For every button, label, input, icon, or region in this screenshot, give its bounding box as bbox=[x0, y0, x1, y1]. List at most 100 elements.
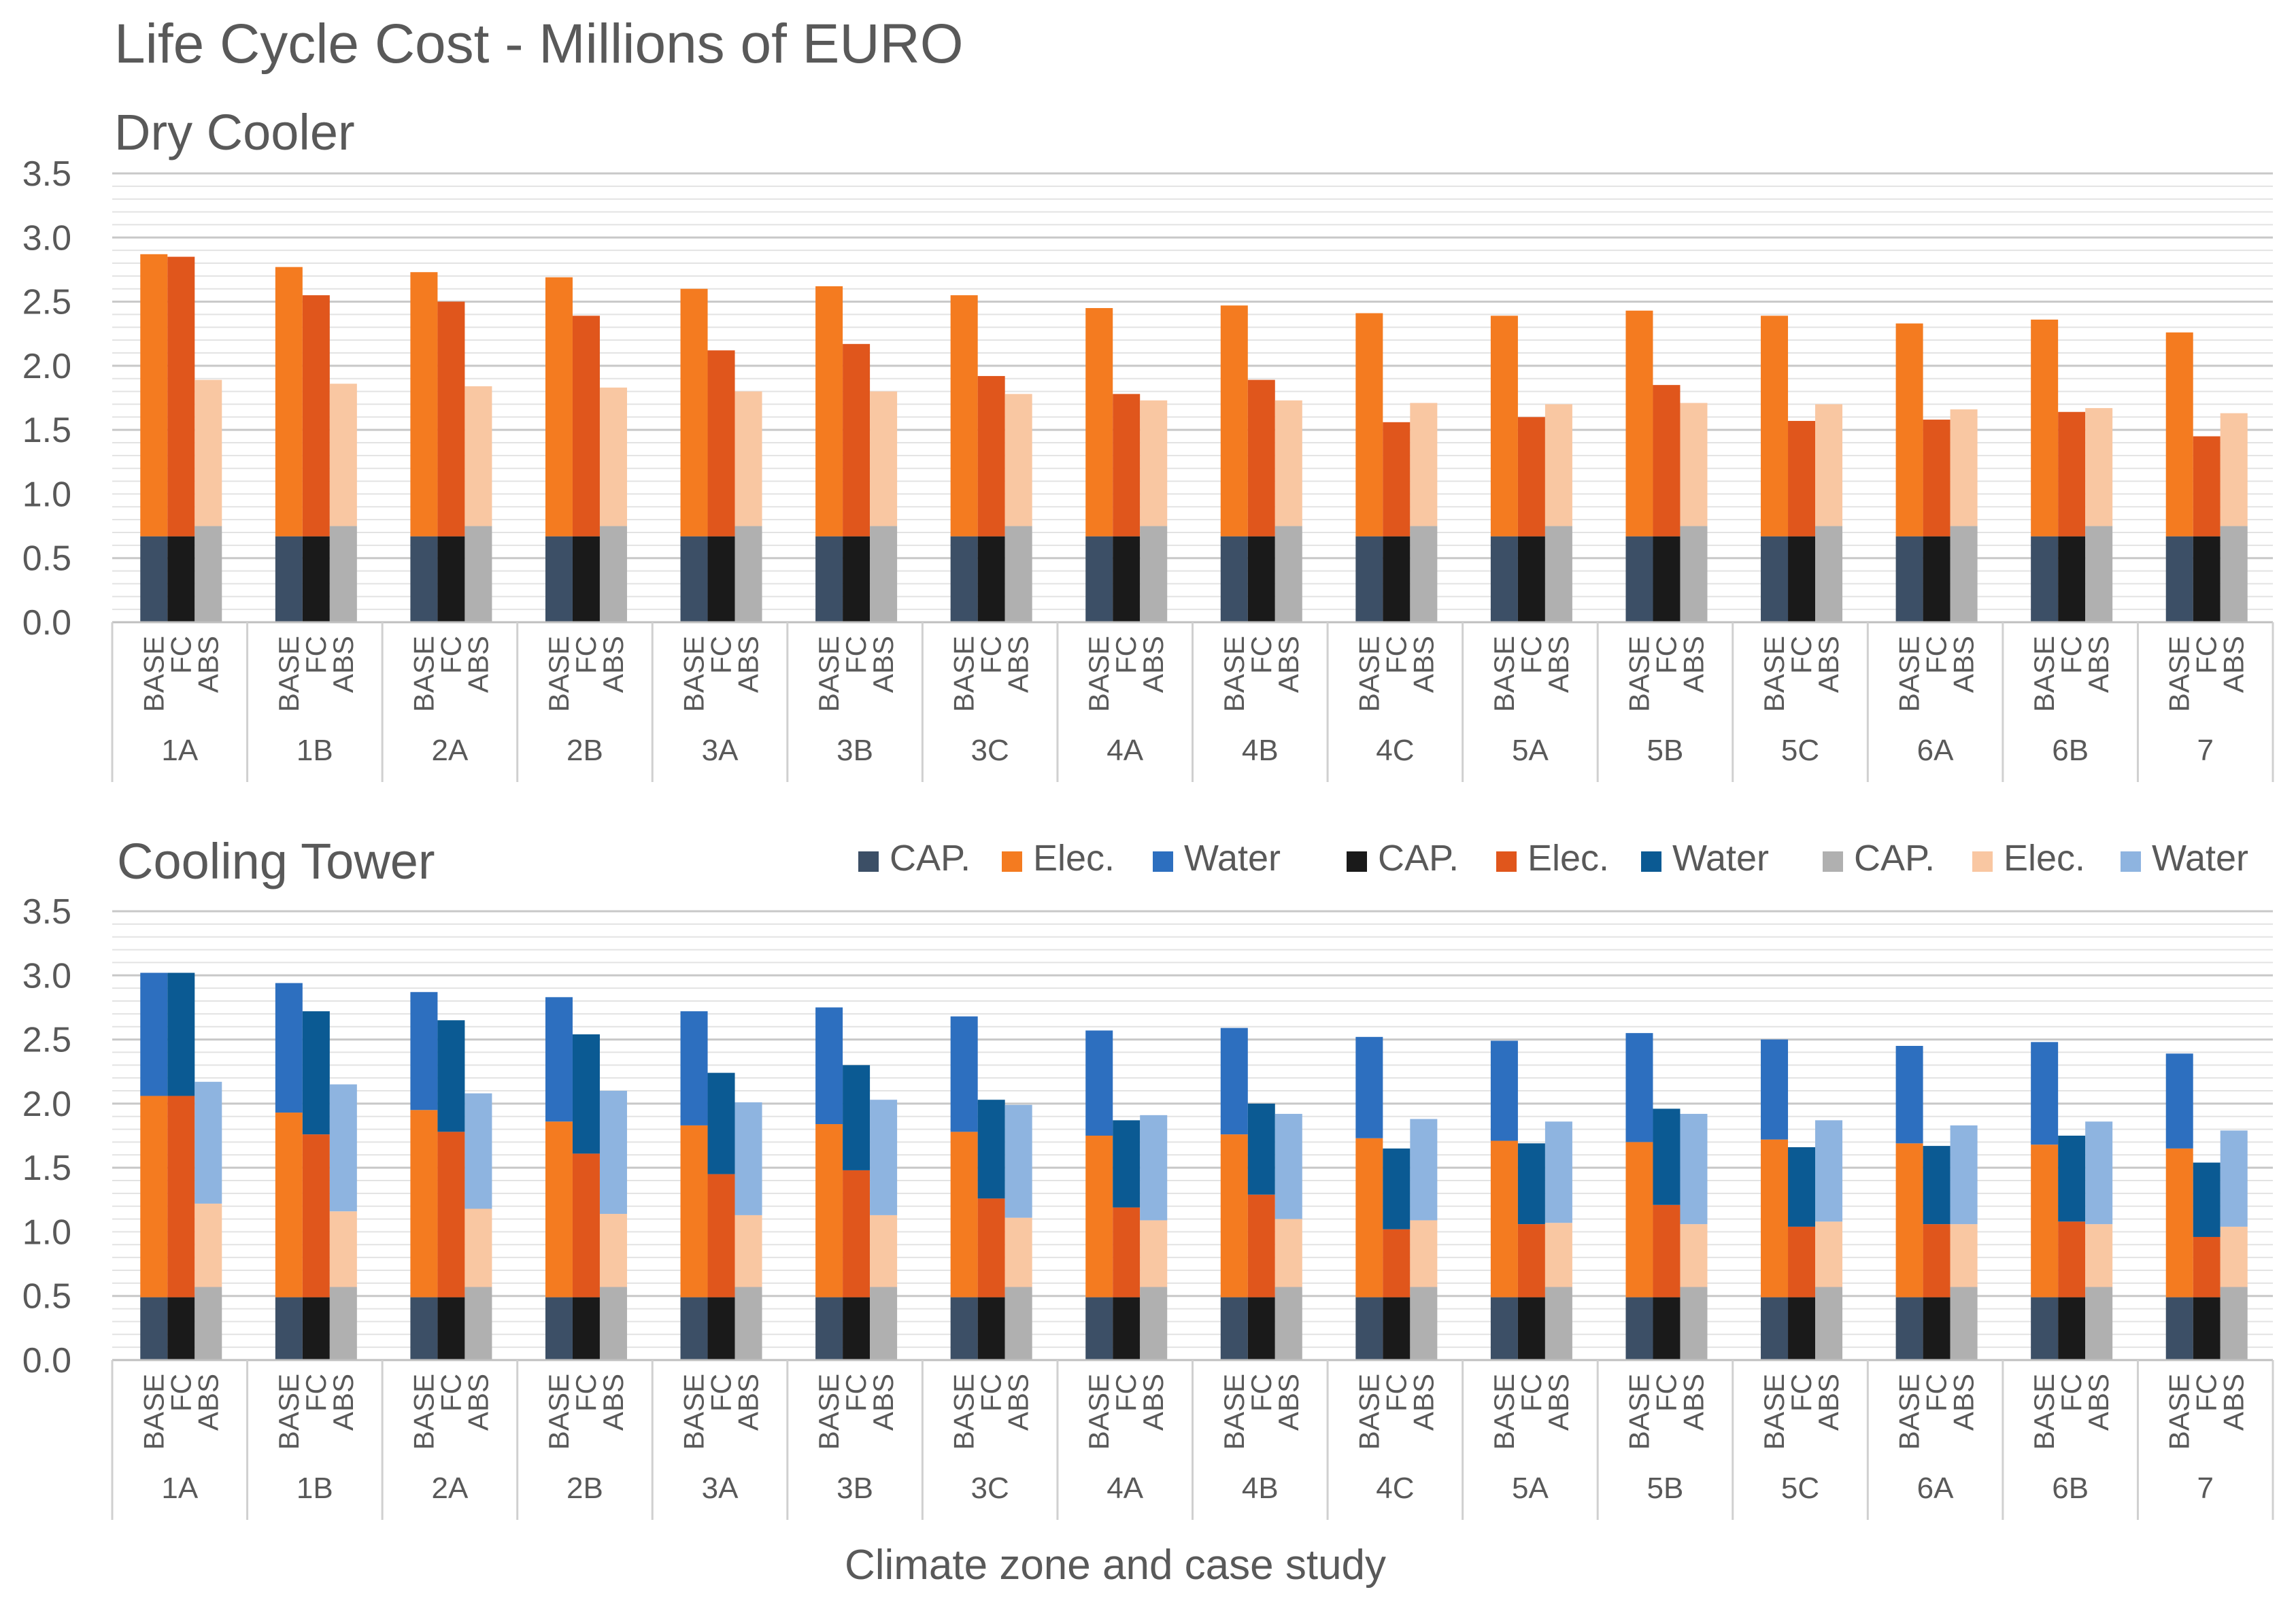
bar-fc-water-7 bbox=[2193, 1162, 2221, 1237]
case-label-fc: FC bbox=[975, 1374, 1007, 1412]
y-tick-label: 2.5 bbox=[22, 283, 71, 322]
bar-base-water-2b bbox=[545, 997, 573, 1122]
zone-label-2a: 2A bbox=[431, 734, 468, 767]
case-label-fc: FC bbox=[1921, 636, 1953, 674]
bar-abs-elec-7 bbox=[2220, 1226, 2248, 1287]
zone-label-6a: 6A bbox=[1917, 1472, 1954, 1505]
case-label-fc: FC bbox=[165, 636, 197, 674]
bar-base-cap-1a bbox=[140, 536, 168, 622]
case-label-base: BASE bbox=[2028, 636, 2060, 712]
case-label-abs: ABS bbox=[1002, 636, 1034, 693]
case-label-fc: FC bbox=[705, 1374, 737, 1412]
case-label-base: BASE bbox=[2163, 1374, 2195, 1450]
bar-base-cap-3b bbox=[815, 536, 843, 622]
bar-fc-elec-1a bbox=[167, 256, 195, 537]
bar-base-cap-4b bbox=[1220, 1297, 1248, 1360]
bar-abs-elec-2b bbox=[599, 1214, 627, 1287]
bar-base-water-5c bbox=[1761, 1039, 1789, 1140]
bar-abs-water-3b bbox=[870, 1100, 898, 1215]
bar-fc-cap-4b bbox=[1247, 1297, 1275, 1360]
bar-base-cap-7 bbox=[2165, 1297, 2193, 1360]
case-label-abs: ABS bbox=[597, 1374, 629, 1431]
bar-base-cap-4c bbox=[1355, 1297, 1383, 1360]
bar-fc-cap-5c bbox=[1788, 1297, 1816, 1360]
bar-abs-water-5a bbox=[1544, 1121, 1572, 1223]
bar-fc-cap-4a bbox=[1113, 536, 1141, 622]
bar-abs-elec-4b bbox=[1274, 400, 1302, 526]
bar-base-elec-4b bbox=[1220, 1134, 1248, 1298]
case-label-base: BASE bbox=[813, 636, 845, 712]
panels-group: 0.00.51.01.52.02.53.03.5BASEFCABS1ABASEF… bbox=[22, 154, 2274, 1520]
bar-abs-elec-2b bbox=[599, 387, 627, 526]
zone-label-6b: 6B bbox=[2052, 734, 2089, 767]
zone-label-5c: 5C bbox=[1781, 734, 1819, 767]
bar-abs-elec-4a bbox=[1140, 1220, 1168, 1287]
case-label-abs: ABS bbox=[1812, 636, 1844, 693]
case-label-base: BASE bbox=[543, 1374, 575, 1450]
legend-label: CAP. bbox=[1854, 838, 1935, 879]
case-label-abs: ABS bbox=[1137, 1374, 1169, 1431]
bar-base-cap-1b bbox=[275, 1297, 303, 1360]
bar-fc-cap-4c bbox=[1383, 1297, 1411, 1360]
legend-label: CAP. bbox=[890, 838, 970, 879]
bar-abs-water-3a bbox=[735, 1102, 762, 1215]
bar-abs-elec-1b bbox=[329, 384, 357, 526]
bar-fc-cap-7 bbox=[2193, 1297, 2221, 1360]
bar-abs-elec-6a bbox=[1950, 409, 1978, 526]
bar-base-elec-3a bbox=[680, 288, 708, 537]
bar-abs-elec-4b bbox=[1274, 1219, 1302, 1287]
bar-fc-elec-2b bbox=[572, 1153, 600, 1298]
case-label-fc: FC bbox=[1515, 1374, 1547, 1412]
bar-fc-elec-2a bbox=[437, 301, 465, 537]
legend-swatch bbox=[1823, 851, 1843, 872]
bar-abs-cap-3b bbox=[870, 526, 898, 622]
legend-label: Water bbox=[2152, 838, 2248, 879]
bar-base-cap-5b bbox=[1625, 536, 1653, 622]
case-label-fc: FC bbox=[975, 636, 1007, 674]
legend-label: Elec. bbox=[2004, 838, 2085, 879]
bar-base-elec-3c bbox=[950, 1132, 978, 1298]
y-tick-label: 1.5 bbox=[22, 411, 71, 450]
bar-fc-elec-6b bbox=[2058, 1221, 2086, 1298]
bar-base-water-4a bbox=[1085, 1030, 1113, 1136]
case-label-fc: FC bbox=[705, 636, 737, 674]
bar-fc-elec-5b bbox=[1653, 385, 1681, 537]
bar-fc-elec-3b bbox=[843, 1170, 871, 1298]
bar-fc-elec-5b bbox=[1653, 1204, 1681, 1298]
bar-abs-cap-3c bbox=[1004, 1287, 1032, 1360]
bar-base-elec-3b bbox=[815, 1124, 843, 1298]
bar-base-elec-6b bbox=[2031, 319, 2059, 537]
bar-fc-cap-6b bbox=[2058, 536, 2086, 622]
bar-base-cap-6a bbox=[1895, 1297, 1923, 1360]
legend-swatch bbox=[1496, 851, 1517, 872]
zone-label-5b: 5B bbox=[1647, 1472, 1684, 1505]
bar-fc-elec-1a bbox=[167, 1096, 195, 1298]
bar-base-elec-5a bbox=[1490, 316, 1518, 537]
bar-fc-elec-4b bbox=[1247, 1194, 1275, 1298]
bar-abs-water-5c bbox=[1815, 1120, 1843, 1222]
bar-base-water-4b bbox=[1220, 1028, 1248, 1135]
bar-fc-cap-3c bbox=[977, 536, 1005, 622]
panel-subtitle-cooling-tower: Cooling Tower bbox=[117, 833, 435, 889]
bar-base-cap-4a bbox=[1085, 1297, 1113, 1360]
case-label-abs: ABS bbox=[1272, 636, 1304, 693]
bar-abs-water-6b bbox=[2085, 1121, 2113, 1225]
bar-abs-elec-3a bbox=[735, 1215, 762, 1287]
bar-base-cap-4b bbox=[1220, 536, 1248, 622]
legend-label: Elec. bbox=[1527, 838, 1609, 879]
bar-fc-water-5b bbox=[1653, 1108, 1681, 1205]
bar-base-cap-6a bbox=[1895, 536, 1923, 622]
panel-subtitle-dry-cooler: Dry Cooler bbox=[114, 104, 355, 160]
y-tick-label: 1.0 bbox=[22, 475, 71, 514]
y-tick-label: 1.0 bbox=[22, 1213, 71, 1252]
bar-abs-water-1a bbox=[195, 1081, 222, 1204]
case-label-fc: FC bbox=[1110, 636, 1142, 674]
zone-label-2b: 2B bbox=[567, 1472, 603, 1505]
bar-base-elec-6b bbox=[2031, 1144, 2059, 1298]
bar-abs-water-5b bbox=[1680, 1113, 1708, 1225]
zone-label-4a: 4A bbox=[1107, 734, 1143, 767]
bar-fc-water-4c bbox=[1383, 1148, 1411, 1230]
bar-abs-cap-4c bbox=[1410, 526, 1438, 622]
bar-base-cap-6b bbox=[2031, 1297, 2059, 1360]
bar-abs-elec-1a bbox=[195, 379, 222, 526]
